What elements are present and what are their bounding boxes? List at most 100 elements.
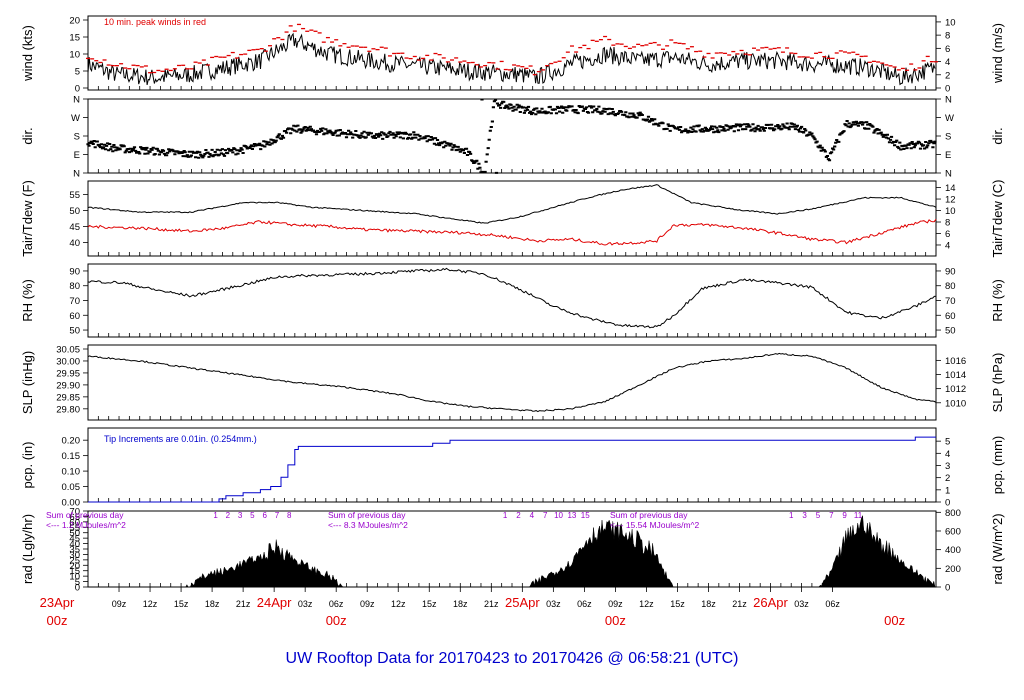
radiation-area: [88, 514, 936, 588]
x-hour-label: 12z: [143, 599, 158, 609]
y-tick-label-left: 40: [69, 539, 80, 550]
y-tick-label-right: W: [945, 113, 954, 124]
y-tick-label-left: 0: [75, 583, 80, 594]
y-tick-label-left: E: [74, 150, 80, 161]
series-line-slp: [87, 352, 937, 413]
y-tick-label-right: 200: [945, 564, 961, 575]
y-tick-label-right: 10: [945, 206, 956, 217]
y-tick-label-right: 8: [945, 31, 950, 42]
hour-count-label: 9: [842, 511, 847, 520]
y-tick-label-left: 29.90: [56, 380, 80, 391]
y-tick-label-right: 12: [945, 195, 956, 206]
panel-frame-rh: [87, 263, 937, 338]
y-tick-label-left: 20: [69, 561, 80, 572]
y-tick-label-left: 30.00: [56, 356, 80, 367]
series-line-rh: [87, 267, 937, 329]
y-tick-label-right: S: [945, 132, 951, 143]
y-axis-label-left: wind (kts): [20, 25, 35, 82]
x-hour-label: 15z: [174, 599, 189, 609]
x-day-label: 23Apr: [40, 595, 75, 610]
y-tick-label-right: 4: [945, 449, 950, 460]
x-hour-label: 15z: [422, 599, 437, 609]
y-axis-label-left: rad (Lgly/hr): [20, 514, 35, 584]
x-day-label: 25Apr: [505, 595, 540, 610]
y-tick-label-right: 400: [945, 545, 961, 556]
x-hour-label: 21z: [236, 599, 251, 609]
y-tick-label-right: E: [945, 150, 951, 161]
y-tick-label-left: 60: [69, 517, 80, 528]
y-tick-label-left: 80: [69, 281, 80, 292]
y-tick-label-right: 1012: [945, 384, 966, 395]
y-tick-label-left: 20: [69, 16, 80, 27]
hour-count-label: 13: [567, 511, 576, 520]
y-axis-label-left: SLP (inHg): [20, 351, 35, 414]
hour-count-label: 3: [802, 511, 807, 520]
x-hour-label: 18z: [701, 599, 716, 609]
hour-count-label: 7: [829, 511, 834, 520]
y-tick-label-right: 2: [945, 70, 950, 81]
y-tick-label-right: 1014: [945, 370, 966, 381]
x-hour-label: 18z: [205, 599, 220, 609]
hour-count-label: 5: [816, 511, 821, 520]
y-tick-label-right: 0: [945, 498, 950, 509]
hour-count-label: 8: [287, 511, 292, 520]
y-tick-label-left: 50: [69, 326, 80, 337]
x-day-time-label: 00z: [46, 613, 67, 628]
y-axis-label-left: dir.: [20, 127, 35, 144]
daily-sum-line1: Sum of previous day: [328, 510, 406, 520]
chart-title: UW Rooftop Data for 20170423 to 20170426…: [285, 650, 739, 667]
x-hour-label: 21z: [484, 599, 499, 609]
hour-count-label: 3: [238, 511, 243, 520]
y-tick-label-right: 5: [945, 437, 950, 448]
y-tick-label-left: 45: [69, 534, 80, 545]
y-tick-label-right: 70: [945, 296, 956, 307]
y-tick-label-right: 50: [945, 326, 956, 337]
y-tick-label-right: 600: [945, 526, 961, 537]
legend-peak-winds: 10 min. peak winds in red: [104, 17, 206, 27]
y-tick-label-left: 35: [69, 545, 80, 556]
y-tick-label-left: 29.85: [56, 392, 80, 403]
y-tick-label-left: 15: [69, 33, 80, 44]
daily-sum-line2: <--- 8.3 MJoules/m^2: [328, 520, 408, 530]
x-hour-label: 09z: [112, 599, 127, 609]
series-line-wind: [87, 32, 936, 86]
hour-count-label: 1: [503, 511, 508, 520]
x-hour-label: 12z: [391, 599, 406, 609]
y-tick-label-left: 25: [69, 555, 80, 566]
series-line-tdew: [87, 218, 937, 246]
y-tick-label-right: 14: [945, 183, 956, 194]
y-tick-label-left: 55: [69, 190, 80, 201]
y-tick-label-right: 8: [945, 218, 950, 229]
y-tick-label-left: 30.05: [56, 345, 80, 356]
x-hour-label: 15z: [670, 599, 685, 609]
hour-count-label: 2: [226, 511, 231, 520]
y-tick-label-right: 4: [945, 57, 950, 68]
hour-count-label: 2: [516, 511, 521, 520]
y-tick-label-left: 5: [75, 67, 80, 78]
x-day-time-label: 00z: [605, 613, 626, 628]
y-tick-label-right: 10: [945, 17, 956, 28]
x-hour-label: 21z: [732, 599, 747, 609]
y-axis-label-right: RH (%): [990, 279, 1005, 322]
y-tick-label-right: N: [945, 95, 952, 106]
x-hour-label: 18z: [453, 599, 468, 609]
y-tick-label-left: 0.05: [62, 482, 81, 493]
y-axis-label-left: Tair/Tdew (F): [20, 180, 35, 257]
y-tick-label-left: 0.15: [62, 451, 81, 462]
x-day-label: 24Apr: [257, 595, 292, 610]
daily-sum-line2: <--- 1.2 MJoules/m^2: [46, 520, 126, 530]
y-tick-label-left: S: [74, 132, 80, 143]
y-tick-label-left: 60: [69, 311, 80, 322]
daily-sum-line1: Sum of previous day: [46, 510, 124, 520]
y-axis-label-right: dir.: [990, 127, 1005, 144]
y-tick-label-left: 55: [69, 523, 80, 534]
y-axis-label-right: rad (W/m^2): [990, 513, 1005, 584]
y-tick-label-right: 60: [945, 311, 956, 322]
x-day-time-label: 00z: [884, 613, 905, 628]
x-hour-label: 06z: [329, 599, 344, 609]
y-tick-label-left: 10: [69, 50, 80, 61]
y-tick-label-right: 4: [945, 240, 950, 251]
y-tick-label-left: 29.80: [56, 404, 80, 415]
hour-count-label: 7: [543, 511, 548, 520]
